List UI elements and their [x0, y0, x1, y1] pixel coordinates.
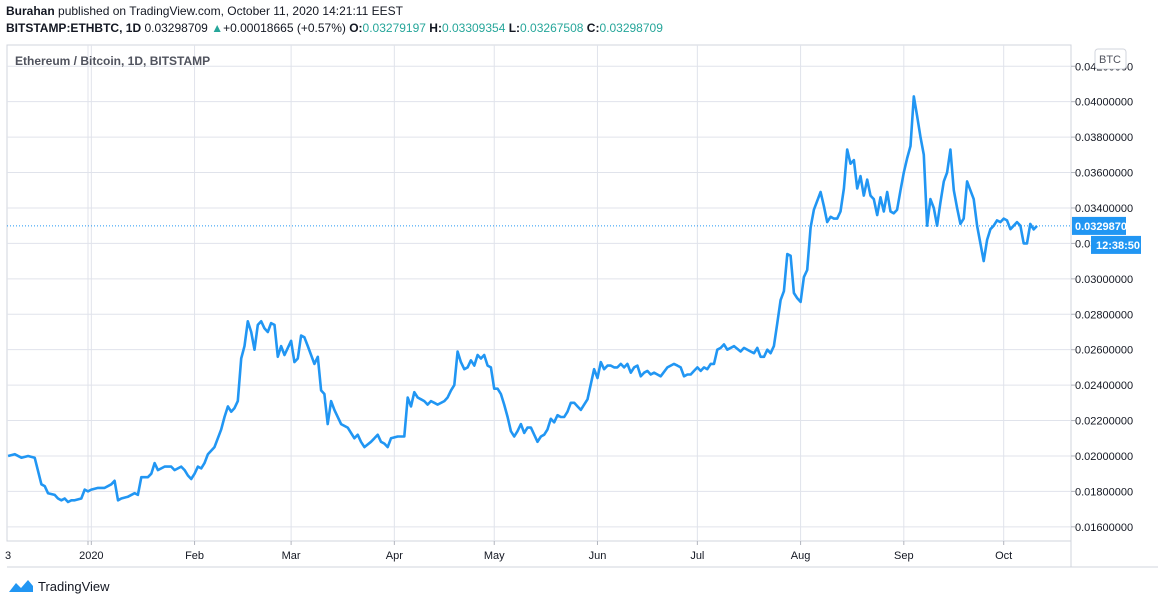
- last-price-label: 0.03298709: [1075, 221, 1133, 233]
- footer: TradingView: [8, 578, 110, 594]
- countdown-label: 12:38:50: [1096, 240, 1140, 252]
- y-tick-label: 0.01800000: [1075, 486, 1133, 498]
- x-tick-label: Jul: [690, 550, 704, 562]
- y-tick-label: 0.02200000: [1075, 416, 1133, 428]
- chart-title: Ethereum / Bitcoin, 1D, BITSTAMP: [15, 54, 210, 68]
- x-tick-label: Oct: [995, 550, 1012, 562]
- y-tick-label: 0.03000000: [1075, 274, 1133, 286]
- open-label: O:: [349, 21, 363, 35]
- countdown-tag: [1091, 235, 1141, 254]
- y-tick-label: 0.03600000: [1075, 168, 1133, 180]
- open-value: 0.03279197: [362, 21, 426, 35]
- author-name[interactable]: Burahan: [6, 4, 55, 18]
- y-tick-label: 0.03800000: [1075, 132, 1133, 144]
- y-tick-label: 0.04000000: [1075, 97, 1133, 109]
- y-tick-label: 0.01600000: [1075, 522, 1133, 534]
- y-tick-label: 0.02400000: [1075, 380, 1133, 392]
- price-axis: 0.01600000 0.01800000 0.02000000 0.02200000…: [1071, 61, 1133, 534]
- x-tick-label: 2020: [79, 550, 103, 562]
- low-label: L:: [508, 21, 521, 35]
- symbol-label: BITSTAMP:ETHBTC, 1D: [6, 21, 142, 35]
- x-tick-label: Feb: [185, 550, 204, 562]
- low-value: 0.03267508: [520, 21, 584, 35]
- last-price-tag: [1072, 216, 1126, 235]
- last-price: 0.03298709: [144, 21, 208, 35]
- x-tick-label: Jun: [589, 550, 607, 562]
- high-label: H:: [429, 21, 442, 35]
- badges: 0.03298709 12:38:50 BTC: [7, 48, 1141, 254]
- x-tick-label: Apr: [386, 550, 403, 562]
- y-tick-label: 0.03400000: [1075, 203, 1133, 215]
- x-tick-label: Aug: [791, 550, 811, 562]
- y-tick-label: 0.02800000: [1075, 309, 1133, 321]
- currency-badge: [1094, 48, 1127, 70]
- ohlc-line: BITSTAMP:ETHBTC, 1D 0.03298709 ▲+0.00018…: [6, 20, 663, 37]
- x-tick-label: May: [484, 550, 505, 562]
- time-axis: 3 2020 Feb Mar Apr May Jun Jul Aug Sep Oct: [5, 541, 1012, 562]
- change-value: +0.00018665 (+0.57%): [223, 21, 346, 35]
- high-value: 0.03309354: [441, 21, 506, 35]
- price-series-line: [7, 95, 1038, 504]
- close-value: 0.03298709: [599, 21, 663, 35]
- grid: [7, 45, 1071, 541]
- series-layer: [7, 95, 1038, 504]
- x-tick-label: Sep: [894, 550, 914, 562]
- footer-brand[interactable]: TradingView: [38, 578, 110, 594]
- currency-badge-label: BTC: [1099, 54, 1121, 66]
- close-label: C:: [586, 21, 600, 35]
- x-tick-label: 3: [5, 550, 11, 562]
- chart-header: Burahan published on TradingView.com, Oc…: [6, 3, 663, 37]
- y-tick-label: 0.02000000: [1075, 451, 1133, 463]
- publish-line: Burahan published on TradingView.com, Oc…: [6, 3, 663, 20]
- x-tick-label: Mar: [282, 550, 301, 562]
- up-arrow-icon: ▲: [211, 21, 224, 35]
- publish-info: published on TradingView.com, October 11…: [58, 4, 403, 18]
- y-tick-label: 0.02600000: [1075, 345, 1133, 357]
- tradingview-logo-icon[interactable]: [8, 578, 34, 594]
